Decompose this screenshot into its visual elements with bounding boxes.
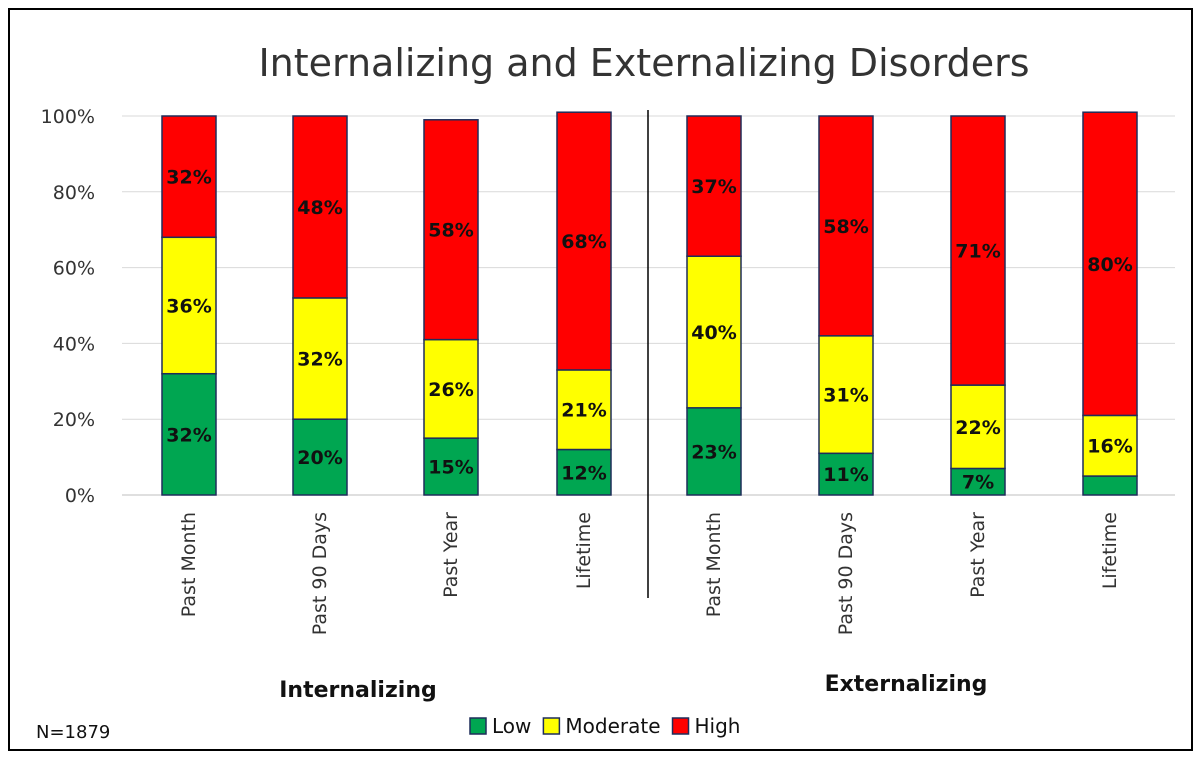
bar-segment-moderate xyxy=(292,297,348,420)
data-label: 20% xyxy=(297,447,342,469)
legend: Low Moderate High xyxy=(469,714,741,738)
bar-segment-high xyxy=(292,115,348,299)
group-label: Externalizing xyxy=(825,672,988,697)
data-label: 12% xyxy=(561,462,606,484)
data-label: 80% xyxy=(1087,254,1132,276)
x-tick-label: Past Year xyxy=(967,512,989,598)
data-label: 16% xyxy=(1087,436,1132,458)
bar-segment-low xyxy=(1082,475,1138,496)
data-label: 22% xyxy=(955,417,1000,439)
group-label: Internalizing xyxy=(279,678,436,703)
x-tick-label: Past Month xyxy=(703,512,725,617)
bar-segment-moderate xyxy=(161,236,217,375)
bar-segment-high xyxy=(686,115,742,257)
bar-segment-high xyxy=(161,115,217,239)
bar-segment-low xyxy=(423,437,479,496)
data-label: 21% xyxy=(561,400,606,422)
y-tick-label: 80% xyxy=(53,182,95,204)
bar-segment-high xyxy=(556,111,612,371)
data-label: 58% xyxy=(823,216,868,238)
data-label: 37% xyxy=(691,176,736,198)
y-tick-label: 40% xyxy=(53,333,95,355)
data-label: 68% xyxy=(561,231,606,253)
x-tick-label: Lifetime xyxy=(573,512,595,589)
x-tick-label: Past Month xyxy=(178,512,200,617)
y-axis-ticks: 0% 20% 40% 60% 80% 100% xyxy=(41,106,95,507)
bar-segment-high xyxy=(423,119,479,341)
sample-size-note: N=1879 xyxy=(36,722,110,743)
bar-segment-low xyxy=(161,372,217,496)
data-label: 11% xyxy=(823,464,868,486)
bar-segment-low xyxy=(556,448,612,496)
x-tick-label: Past Year xyxy=(440,512,462,598)
data-label: 71% xyxy=(955,241,1000,263)
bar-segment-high xyxy=(950,115,1006,386)
data-labels: 32% 36% 32% 20% 32% 48% 15% 26% 58% 12% 21% 68% 23% 4… xyxy=(166,167,1132,494)
chart-title: Internalizing and Externalizing Disorder… xyxy=(258,41,1029,85)
data-label: 15% xyxy=(428,457,473,479)
x-tick-label: Past 90 Days xyxy=(835,512,857,635)
legend-label: High xyxy=(695,714,741,738)
bar-segment-low xyxy=(686,407,742,496)
y-tick-label: 100% xyxy=(41,106,95,128)
legend-swatch-moderate xyxy=(542,717,561,735)
data-label: 58% xyxy=(428,220,473,242)
x-axis-ticks: Past Month Past 90 Days Past Year Lifetime P… xyxy=(178,512,1121,635)
bar-segment-high xyxy=(818,115,874,337)
bar-segment-high xyxy=(1082,111,1138,417)
group-labels: Internalizing Externalizing xyxy=(279,672,987,703)
data-label: 32% xyxy=(297,349,342,371)
legend-swatch-high xyxy=(671,717,690,735)
data-label: 31% xyxy=(823,385,868,407)
y-tick-label: 60% xyxy=(53,258,95,280)
data-label: 40% xyxy=(691,322,736,344)
data-label: 23% xyxy=(691,441,736,463)
bar-segment-low xyxy=(292,418,348,496)
data-label: 32% xyxy=(166,424,211,446)
data-label: 26% xyxy=(428,379,473,401)
x-tick-label: Lifetime xyxy=(1099,512,1121,589)
data-label: 32% xyxy=(166,167,211,189)
y-tick-label: 20% xyxy=(53,409,95,431)
bar-segment-moderate xyxy=(686,255,742,409)
data-label: 7% xyxy=(962,472,994,494)
stacked-bars xyxy=(161,111,1138,496)
x-tick-label: Past 90 Days xyxy=(309,512,331,635)
data-label: 36% xyxy=(166,296,211,318)
legend-label: Low xyxy=(492,714,531,738)
y-tick-label: 0% xyxy=(65,485,95,507)
legend-swatch-low xyxy=(469,717,487,735)
data-label: 48% xyxy=(297,197,342,219)
bar-segment-moderate xyxy=(950,384,1006,470)
legend-label: Moderate xyxy=(565,714,660,738)
